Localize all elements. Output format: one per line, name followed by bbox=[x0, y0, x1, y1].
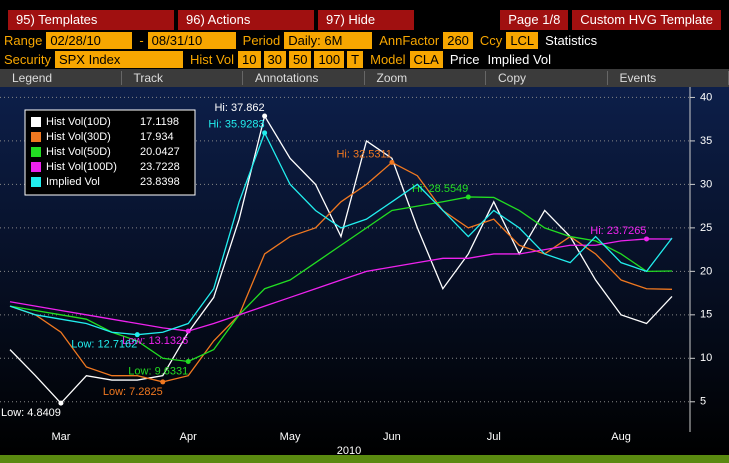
input[interactable]: SPX Index bbox=[54, 51, 183, 68]
input[interactable]: CLA bbox=[409, 51, 443, 68]
x-tick-label: Aug bbox=[611, 431, 631, 443]
extreme-marker bbox=[262, 113, 268, 119]
extreme-label: Hi: 28.5549 bbox=[412, 183, 468, 195]
tool[interactable]: Events bbox=[608, 71, 729, 85]
extreme-marker bbox=[644, 236, 650, 242]
y-tick-label: 5 bbox=[700, 396, 706, 408]
extreme-marker bbox=[160, 379, 166, 385]
extreme-marker bbox=[389, 159, 395, 165]
extreme-label: Low: 9.6331 bbox=[128, 365, 188, 377]
label: Period bbox=[242, 32, 281, 48]
checkbox-label[interactable]: Price bbox=[449, 52, 480, 67]
input[interactable]: 30 bbox=[263, 51, 286, 68]
extreme-marker bbox=[134, 332, 140, 338]
input[interactable]: Daily: 6M bbox=[284, 31, 373, 49]
template-name: Custom HVG Template bbox=[572, 10, 721, 30]
label: Hist Vol bbox=[189, 52, 235, 67]
series-line bbox=[9, 238, 673, 332]
extreme-label: Low: 12.7162 bbox=[71, 339, 137, 351]
tool[interactable]: Legend bbox=[0, 71, 122, 85]
label: Security bbox=[4, 52, 51, 67]
legend-value: 23.7228 bbox=[140, 161, 180, 173]
legend-swatch bbox=[31, 132, 41, 142]
chart: 2010 5 10 15 20 25 30 35 40 Mar Apr May Jun Jul Aug Hi… bbox=[0, 87, 729, 463]
extreme-marker bbox=[465, 194, 471, 200]
legend-value: 20.0427 bbox=[140, 146, 180, 158]
legend-label: Implied Vol bbox=[46, 176, 100, 188]
extreme-label: Low: 7.2825 bbox=[103, 386, 163, 398]
input[interactable]: LCL bbox=[506, 31, 539, 49]
tool[interactable]: Copy bbox=[486, 71, 608, 85]
series-line bbox=[9, 161, 673, 383]
legend-label: Hist Vol(30D) bbox=[46, 131, 111, 143]
legend-value: 17.934 bbox=[140, 131, 174, 143]
input[interactable]: 50 bbox=[288, 51, 312, 68]
tool[interactable]: Zoom bbox=[365, 71, 486, 85]
y-tick-label: 40 bbox=[700, 91, 712, 103]
menu-button[interactable]: 96) Actions bbox=[178, 10, 314, 30]
legend-box bbox=[24, 109, 196, 196]
extreme-marker bbox=[185, 358, 191, 364]
x-tick-label: Apr bbox=[180, 431, 197, 443]
label: AnnFactor bbox=[379, 32, 440, 48]
y-tick-label: 35 bbox=[700, 135, 712, 147]
extreme-label: Hi: 23.7265 bbox=[590, 225, 646, 237]
range-bar: Range 02/28/10 - 08/31/10 Period Daily: … bbox=[0, 31, 729, 49]
x-tick-label: May bbox=[280, 431, 301, 443]
checkbox-label[interactable]: Statistics bbox=[545, 32, 598, 48]
y-tick-label: 25 bbox=[700, 222, 712, 234]
legend-swatch bbox=[31, 177, 41, 187]
legend-label: Hist Vol(100D) bbox=[46, 161, 117, 173]
top-bar: 95) Templates 96) Actions 97) Hide Page … bbox=[0, 10, 729, 30]
menu-button[interactable]: 97) Hide bbox=[318, 10, 414, 30]
legend-swatch bbox=[31, 147, 41, 157]
legend-swatch bbox=[31, 117, 41, 127]
extreme-marker bbox=[262, 130, 268, 136]
series-line bbox=[9, 114, 673, 405]
y-tick-label: 30 bbox=[700, 178, 712, 190]
page-indicator: Page 1/8 bbox=[500, 10, 569, 30]
legend-value: 23.8398 bbox=[140, 176, 180, 188]
extreme-label: Hi: 35.9283 bbox=[208, 119, 264, 131]
security-bar: Security SPX Index Hist Vol 10 30 50 100… bbox=[0, 51, 729, 68]
legend-label: Hist Vol(50D) bbox=[46, 146, 111, 158]
series-line bbox=[9, 131, 673, 336]
extreme-label: Low: 13.1326 bbox=[122, 335, 188, 347]
x-axis-title: 2010 bbox=[337, 445, 361, 457]
series-line bbox=[9, 196, 673, 363]
input[interactable]: 100 bbox=[314, 51, 345, 68]
legend-swatch bbox=[31, 162, 41, 172]
tool-bar: Legend Track Annotations Zoom Copy Event… bbox=[0, 69, 729, 87]
y-tick-label: 20 bbox=[700, 265, 712, 277]
tool[interactable]: Annotations bbox=[243, 71, 365, 85]
menu-button[interactable]: 95) Templates bbox=[8, 10, 174, 30]
label: Range bbox=[4, 32, 43, 48]
extreme-marker bbox=[58, 400, 64, 406]
input[interactable]: 02/28/10 bbox=[46, 31, 133, 49]
label: - bbox=[139, 32, 144, 48]
checkbox-label[interactable]: Implied Vol bbox=[487, 52, 552, 67]
extreme-marker bbox=[185, 328, 191, 334]
x-tick-label: Jul bbox=[487, 431, 501, 443]
y-tick-label: 10 bbox=[700, 352, 712, 364]
input[interactable]: T bbox=[347, 51, 364, 68]
y-tick-label: 15 bbox=[700, 309, 712, 321]
footer-band bbox=[0, 455, 729, 463]
x-tick-label: Mar bbox=[51, 431, 70, 443]
input[interactable]: 260 bbox=[443, 31, 473, 49]
input[interactable]: 08/31/10 bbox=[147, 31, 236, 49]
legend-value: 17.1198 bbox=[140, 116, 179, 128]
extreme-label: Hi: 37.862 bbox=[214, 102, 264, 114]
input[interactable]: 10 bbox=[238, 51, 261, 68]
label: Model bbox=[370, 52, 406, 67]
label: Ccy bbox=[479, 32, 503, 48]
legend-label: Hist Vol(10D) bbox=[46, 116, 111, 128]
extreme-label: Low: 4.8409 bbox=[1, 407, 61, 419]
extreme-label: Hi: 32.5311 bbox=[336, 148, 391, 160]
tool[interactable]: Track bbox=[122, 71, 243, 85]
x-tick-label: Jun bbox=[383, 431, 401, 443]
